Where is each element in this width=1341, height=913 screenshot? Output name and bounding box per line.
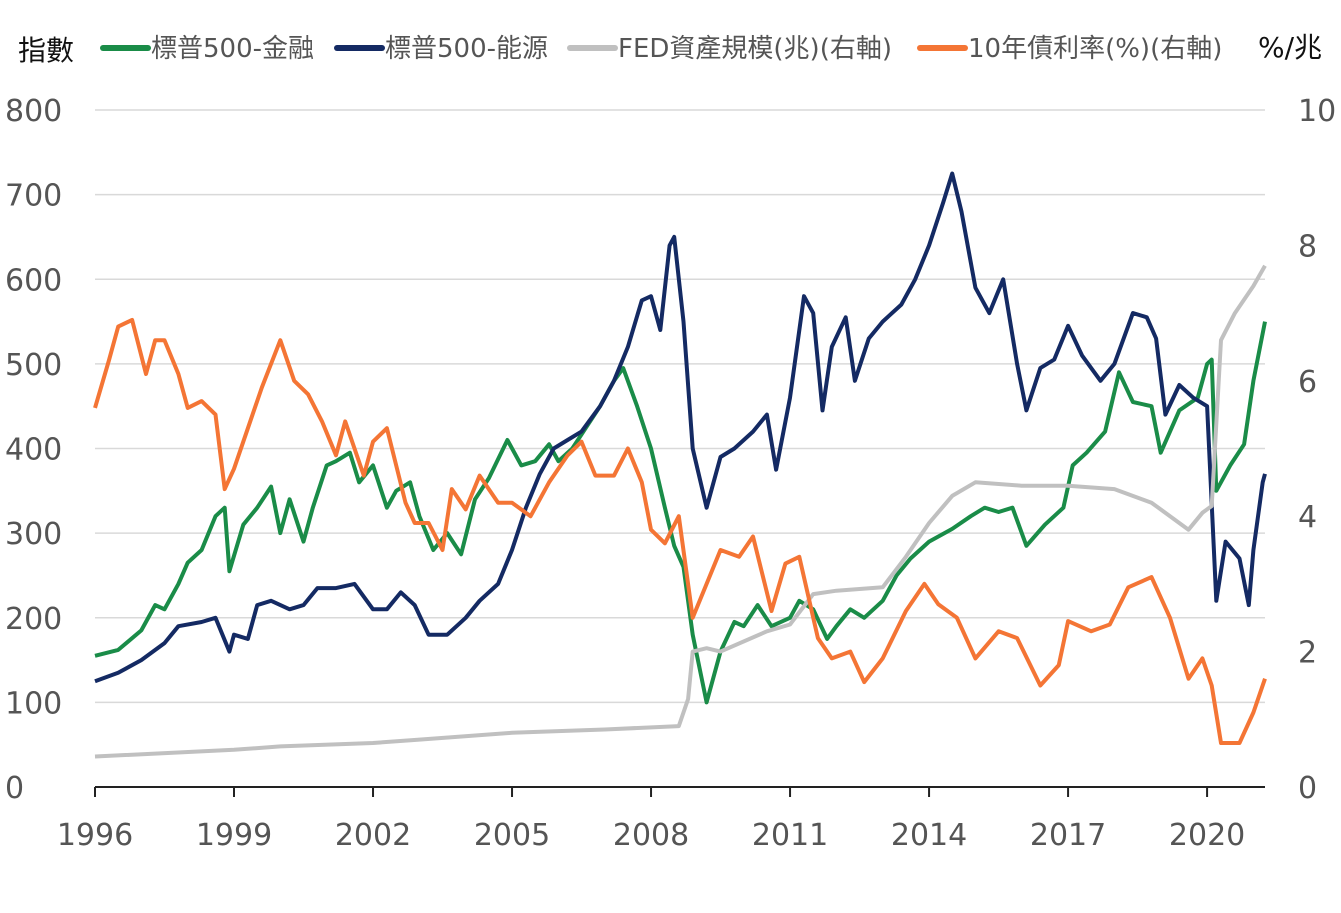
y-right-tick-label: 0: [1298, 771, 1317, 806]
y-left-tick-label: 200: [5, 602, 62, 637]
y-left-tick-label: 600: [5, 263, 62, 298]
y-right-tick-label: 8: [1298, 229, 1317, 264]
series-line-2: [94, 264, 1267, 759]
legend-label: 10年債利率(%)(右軸): [968, 34, 1222, 64]
y-right-tick-label: 4: [1298, 500, 1317, 535]
x-tick-label: 2008: [613, 818, 689, 853]
legend-label: FED資產規模(兆)(右軸): [618, 34, 892, 64]
x-tick-label: 2017: [1030, 818, 1106, 853]
x-tick-label: 2005: [474, 818, 550, 853]
y-left-tick-label: 800: [5, 94, 62, 129]
legend-label: 標普500-金融: [151, 34, 314, 64]
series-line-3: [93, 317, 1267, 745]
series-line-0: [94, 321, 1267, 705]
y-left-tick-label: 500: [5, 348, 62, 383]
y-right-tick-label: 6: [1298, 365, 1317, 400]
x-tick-label: 2011: [752, 818, 828, 853]
y-left-tick-label: 0: [5, 771, 24, 806]
x-tick-label: 2014: [891, 818, 967, 853]
x-tick-label: 1999: [196, 818, 272, 853]
x-tick-label: 1996: [57, 818, 133, 853]
y-left-tick-label: 300: [5, 517, 62, 552]
series-line-1: [94, 171, 1267, 684]
legend: 標普500-金融 標普500-能源 FED資產規模(兆)(右軸) 10年債利率(%)(…: [100, 34, 1222, 64]
y-left-tick-label: 100: [5, 686, 62, 721]
y-left-tick-label: 400: [5, 433, 62, 468]
y-left-tick-label: 700: [5, 179, 62, 214]
left-axis-label: 指數: [18, 34, 74, 67]
legend-label: 標普500-能源: [385, 34, 548, 64]
x-tick-label: 2002: [335, 818, 411, 853]
x-tick-label: 2020: [1169, 818, 1245, 853]
right-axis-label: %/兆: [1258, 31, 1322, 64]
y-right-tick-label: 10: [1298, 94, 1336, 129]
y-right-tick-label: 2: [1298, 636, 1317, 671]
